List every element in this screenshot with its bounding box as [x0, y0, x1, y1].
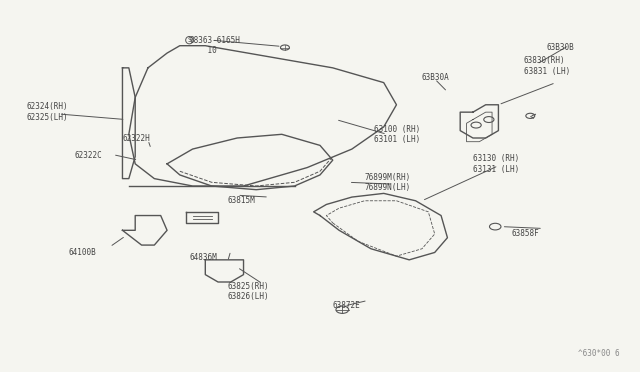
Text: 63B30B: 63B30B	[546, 43, 574, 52]
Text: 62322H: 62322H	[122, 134, 150, 142]
Text: 08363-6165H
    10: 08363-6165H 10	[189, 36, 240, 55]
Text: 63B30A: 63B30A	[422, 73, 450, 81]
Text: 63100 (RH)
63101 (LH): 63100 (RH) 63101 (LH)	[374, 125, 420, 144]
Text: 62322C: 62322C	[75, 151, 102, 160]
Text: 63815M: 63815M	[228, 196, 255, 205]
Text: 63858F: 63858F	[511, 229, 539, 238]
Text: 63830(RH)
63831 (LH): 63830(RH) 63831 (LH)	[524, 56, 570, 76]
Text: 63825(RH)
63826(LH): 63825(RH) 63826(LH)	[228, 282, 269, 301]
Text: 64100B: 64100B	[68, 248, 96, 257]
Text: 64836M: 64836M	[189, 253, 217, 263]
Text: ^630*00 6: ^630*00 6	[578, 349, 620, 358]
Text: 63130 (RH)
63131 (LH): 63130 (RH) 63131 (LH)	[473, 154, 519, 174]
Text: 63872E: 63872E	[333, 301, 360, 311]
Text: S: S	[187, 37, 191, 43]
Text: 62324(RH)
62325(LH): 62324(RH) 62325(LH)	[27, 102, 68, 122]
Text: 76899M(RH)
76899N(LH): 76899M(RH) 76899N(LH)	[365, 173, 411, 192]
